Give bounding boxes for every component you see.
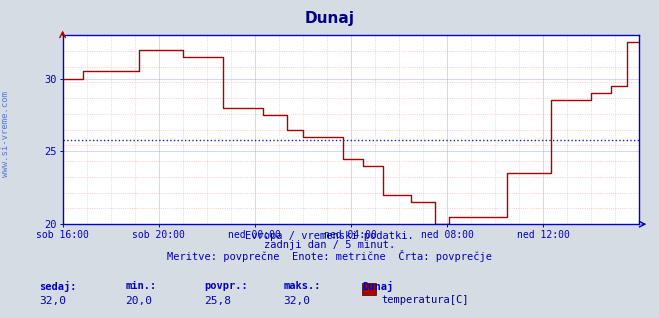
Text: min.:: min.:: [125, 281, 156, 291]
Text: 32,0: 32,0: [283, 296, 310, 306]
Text: zadnji dan / 5 minut.: zadnji dan / 5 minut.: [264, 240, 395, 250]
Text: sedaj:: sedaj:: [40, 281, 77, 293]
Text: Evropa / vremenski podatki.: Evropa / vremenski podatki.: [245, 231, 414, 240]
Text: Dunaj: Dunaj: [362, 281, 393, 293]
Text: maks.:: maks.:: [283, 281, 321, 291]
Text: 25,8: 25,8: [204, 296, 231, 306]
Text: povpr.:: povpr.:: [204, 281, 248, 291]
Text: 32,0: 32,0: [40, 296, 67, 306]
Text: www.si-vreme.com: www.si-vreme.com: [1, 91, 10, 176]
Text: Dunaj: Dunaj: [304, 11, 355, 26]
Text: temperatura[C]: temperatura[C]: [381, 295, 469, 305]
Text: Meritve: povprečne  Enote: metrične  Črta: povprečje: Meritve: povprečne Enote: metrične Črta:…: [167, 250, 492, 262]
Text: 20,0: 20,0: [125, 296, 152, 306]
